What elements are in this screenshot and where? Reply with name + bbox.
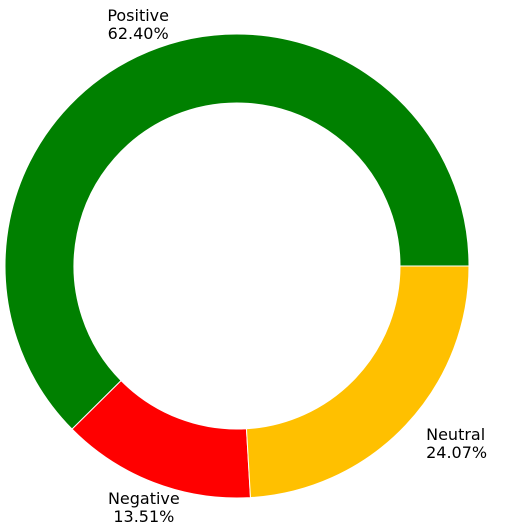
donut-slice <box>245 265 470 499</box>
donut-slice <box>4 33 470 430</box>
slice-value-label: 24.07% <box>426 443 487 462</box>
slice-value-label: 13.51% <box>113 507 174 526</box>
slice-label: Neutral <box>426 425 485 444</box>
slice-label: Negative <box>108 489 180 508</box>
slice-label: Positive <box>107 6 169 25</box>
slice-value-label: 62.40% <box>108 24 169 43</box>
